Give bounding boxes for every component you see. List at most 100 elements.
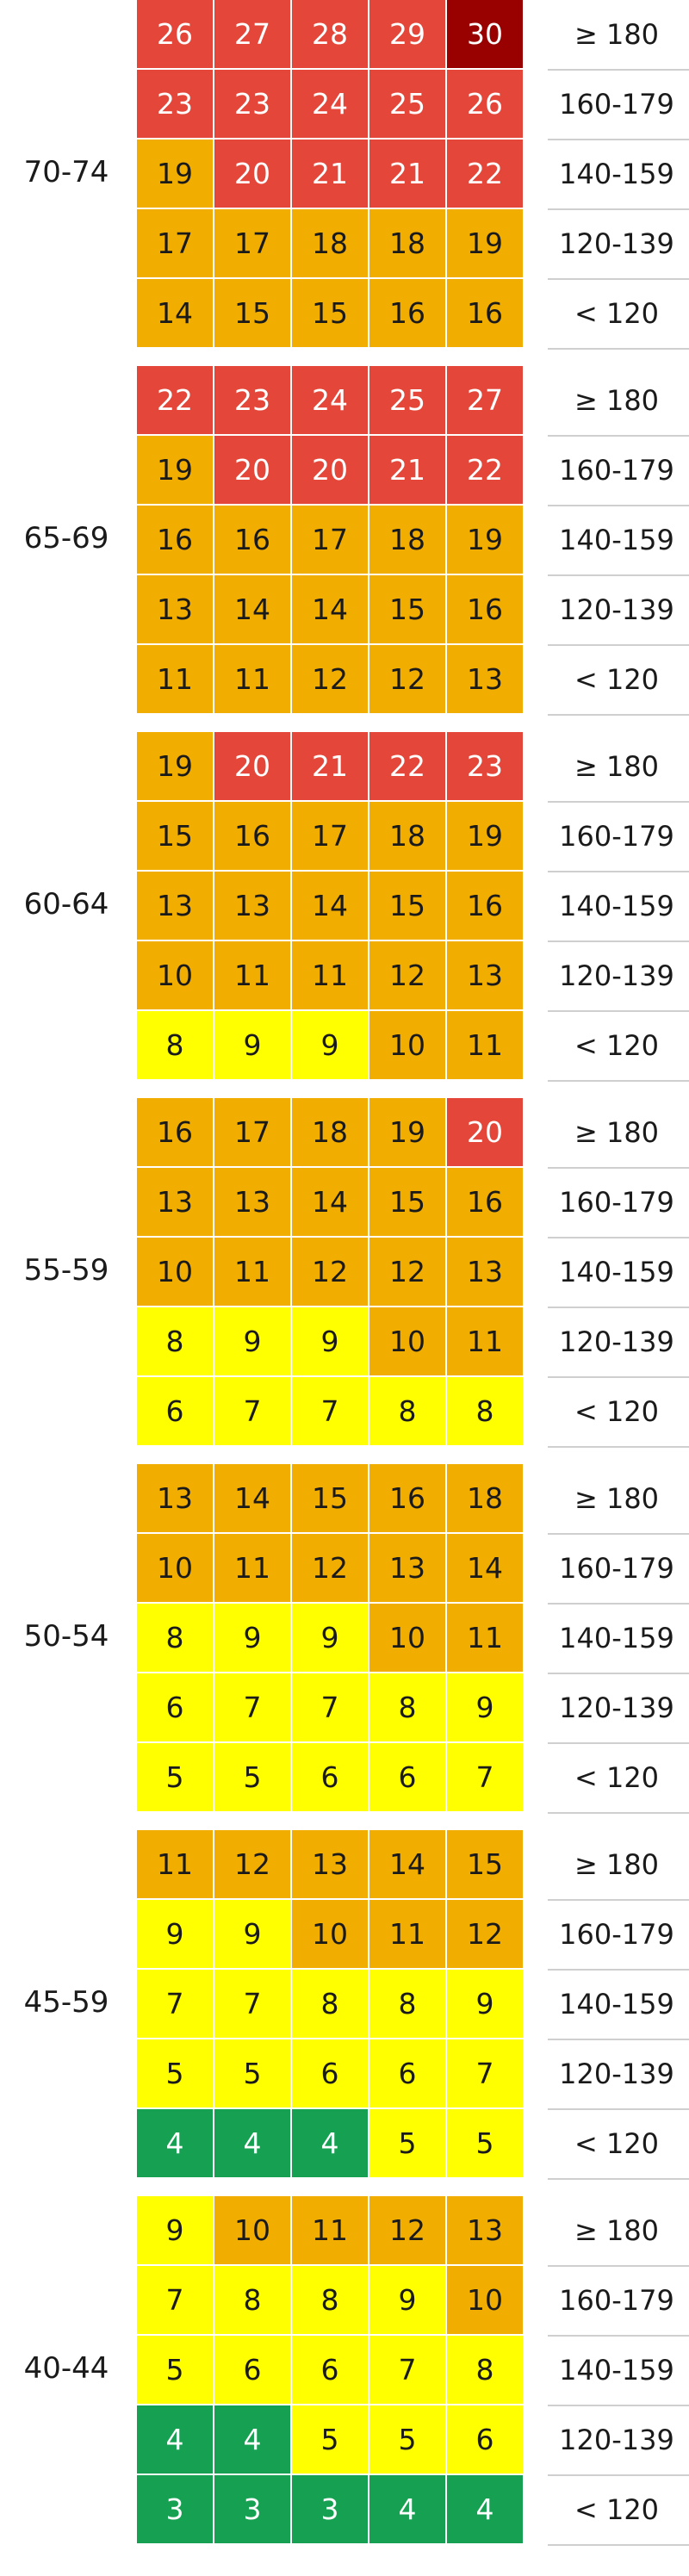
heatmap-cell: 18 — [292, 209, 368, 277]
heatmap-cell: 11 — [137, 645, 213, 713]
heatmap-row: 9 10 11 12 13 ≥ 180 — [0, 2196, 689, 2267]
sbp-label: 120-139 — [559, 2057, 674, 2090]
heatmap-cell: 8 — [292, 2266, 368, 2334]
heatmap-cell: 11 — [137, 1830, 213, 1898]
heatmap-cell: 19 — [447, 802, 523, 870]
heatmap-cell: 30 — [447, 0, 523, 68]
row-divider — [548, 1899, 689, 1901]
sbp-label: ≥ 180 — [574, 2213, 660, 2247]
heatmap-row: 23 23 24 25 26 160-179 — [0, 70, 689, 140]
heatmap-row: 8 9 9 10 11 120-139 — [0, 1307, 689, 1378]
sbp-label: 120-139 — [559, 959, 674, 992]
heatmap-cell: 8 — [137, 1307, 213, 1375]
heatmap-cell: 16 — [214, 802, 290, 870]
heatmap-cell: 21 — [369, 436, 445, 504]
heatmap-cell: 9 — [214, 1307, 290, 1375]
heatmap-cell: 16 — [447, 279, 523, 347]
heatmap-cell: 23 — [137, 70, 213, 138]
heatmap-cell: 6 — [292, 2039, 368, 2107]
heatmap-cell: 19 — [137, 436, 213, 504]
sbp-label: ≥ 180 — [574, 1115, 660, 1149]
heatmap-cell: 7 — [447, 1743, 523, 1811]
heatmap-cell: 11 — [447, 1307, 523, 1375]
heatmap-cell: 5 — [369, 2109, 445, 2177]
sbp-label: 160-179 — [559, 87, 674, 121]
heatmap-cell: 16 — [447, 575, 523, 643]
heatmap-cell: 13 — [447, 645, 523, 713]
heatmap-cell: 14 — [214, 1464, 290, 1532]
heatmap-cell: 21 — [292, 732, 368, 800]
heatmap-cell: 12 — [447, 1900, 523, 1968]
heatmap-cell: 13 — [214, 872, 290, 940]
heatmap-cell: 19 — [369, 1098, 445, 1166]
heatmap-cell: 13 — [137, 1168, 213, 1236]
sbp-label: < 120 — [574, 1760, 660, 1794]
heatmap-cell: 11 — [214, 645, 290, 713]
heatmap-cell: 8 — [137, 1604, 213, 1672]
heatmap-row: 13 14 14 15 16 120-139 — [0, 575, 689, 646]
row-divider — [548, 940, 689, 942]
heatmap-cell: 10 — [137, 1534, 213, 1602]
row-divider — [548, 208, 689, 210]
heatmap-row: 9 9 10 11 12 160-179 — [0, 1900, 689, 1971]
heatmap-cell: 15 — [447, 1830, 523, 1898]
heatmap-cell: 11 — [292, 941, 368, 1009]
age-label: 40-44 — [23, 2351, 109, 2386]
heatmap-cell: 6 — [137, 1377, 213, 1445]
heatmap-cell: 18 — [369, 506, 445, 574]
heatmap-cell: 5 — [292, 2405, 368, 2474]
heatmap-cell: 13 — [447, 2196, 523, 2264]
sbp-label: ≥ 180 — [574, 17, 660, 51]
age-label: 70-74 — [23, 155, 109, 189]
sbp-label: < 120 — [574, 662, 660, 696]
heatmap-cell: 28 — [292, 0, 368, 68]
heatmap-row: 11 12 13 14 15 ≥ 180 — [0, 1830, 689, 1901]
row-divider — [548, 1533, 689, 1535]
heatmap-row: 16 17 18 19 20 ≥ 180 — [0, 1098, 689, 1169]
heatmap-cell: 13 — [137, 575, 213, 643]
heatmap-cell: 13 — [447, 941, 523, 1009]
heatmap-cell: 22 — [369, 732, 445, 800]
heatmap-cell: 18 — [369, 802, 445, 870]
heatmap-cell: 5 — [137, 1743, 213, 1811]
heatmap-cell: 6 — [214, 2336, 290, 2404]
heatmap-cell: 7 — [137, 2266, 213, 2334]
sbp-label: 140-159 — [559, 523, 674, 556]
row-divider — [548, 2039, 689, 2040]
heatmap-cell: 14 — [292, 575, 368, 643]
row-divider — [548, 139, 689, 140]
sbp-label: 120-139 — [559, 2423, 674, 2456]
heatmap-cell: 9 — [447, 1673, 523, 1741]
heatmap-cell: 8 — [447, 1377, 523, 1445]
heatmap-cell: 15 — [137, 802, 213, 870]
sbp-label: 140-159 — [559, 2353, 674, 2387]
row-divider — [548, 1446, 689, 1448]
heatmap-cell: 13 — [369, 1534, 445, 1602]
heatmap-cell: 9 — [369, 2266, 445, 2334]
heatmap-cell: 18 — [369, 209, 445, 277]
row-divider — [548, 69, 689, 71]
row-divider — [548, 871, 689, 872]
heatmap-cell: 5 — [214, 1743, 290, 1811]
heatmap-cell: 9 — [214, 1604, 290, 1672]
heatmap-cell: 13 — [214, 1168, 290, 1236]
heatmap-row: 13 13 14 15 16 140-159 — [0, 872, 689, 942]
heatmap-row: 26 27 28 29 30 ≥ 180 — [0, 0, 689, 71]
heatmap-cell: 22 — [137, 366, 213, 434]
sbp-label: 140-159 — [559, 889, 674, 922]
heatmap-cell: 20 — [447, 1098, 523, 1166]
heatmap-cell: 21 — [369, 140, 445, 208]
heatmap-cell: 8 — [369, 1377, 445, 1445]
heatmap-cell: 9 — [292, 1604, 368, 1672]
heatmap-cell: 7 — [292, 1673, 368, 1741]
age-label: 50-54 — [23, 1619, 109, 1654]
sbp-label: < 120 — [574, 2126, 660, 2160]
heatmap-cell: 4 — [214, 2109, 290, 2177]
sbp-label: 140-159 — [559, 1621, 674, 1654]
heatmap-cell: 11 — [447, 1011, 523, 1079]
heatmap-cell: 4 — [447, 2475, 523, 2543]
heatmap-cell: 11 — [214, 1238, 290, 1306]
row-divider — [548, 1307, 689, 1308]
heatmap-cell: 6 — [137, 1673, 213, 1741]
heatmap-cell: 9 — [137, 1900, 213, 1968]
